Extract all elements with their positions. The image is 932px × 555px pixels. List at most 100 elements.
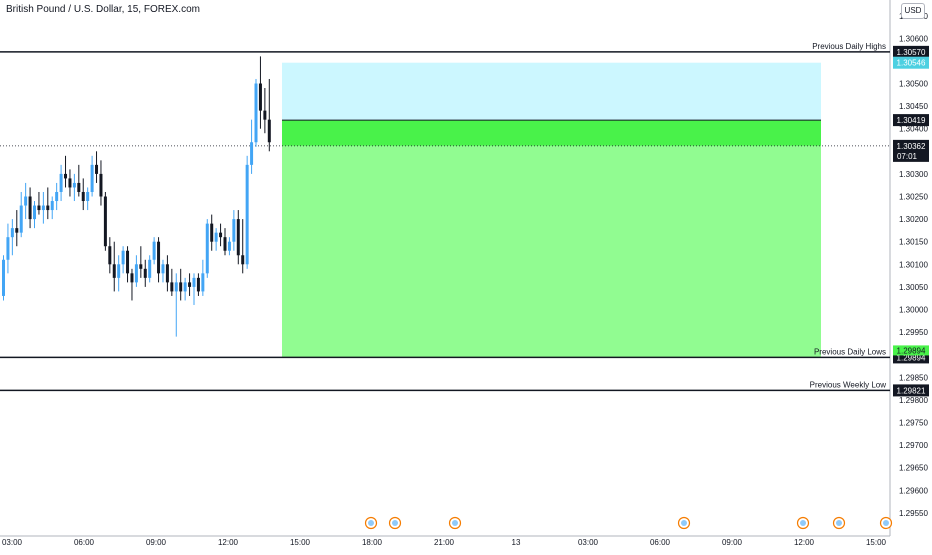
price-tick-label: 1.30150 — [899, 238, 928, 247]
candle-body — [148, 259, 152, 278]
candle-body — [55, 191, 59, 202]
candle-body — [192, 277, 196, 287]
time-tick-label: 13 — [512, 538, 521, 547]
price-tick-label: 1.29850 — [899, 373, 928, 382]
position-target-zone — [282, 62, 821, 121]
candle-body — [90, 164, 94, 192]
position-profit-zone — [282, 145, 821, 358]
candle-body — [33, 205, 37, 220]
economic-event-flag-icon — [452, 520, 458, 526]
economic-event-flag-icon — [883, 520, 889, 526]
candle-body — [196, 277, 200, 292]
time-tick-label: 15:00 — [290, 538, 311, 547]
price-tick-label: 1.29950 — [899, 328, 928, 337]
candle-body — [28, 196, 32, 220]
price-tick-label: 1.30000 — [899, 306, 928, 315]
candle-body — [232, 219, 236, 242]
candle-body — [227, 241, 231, 251]
candle-body — [64, 173, 68, 179]
candle-body — [267, 119, 271, 143]
candle-body — [170, 282, 174, 292]
candle-body — [41, 205, 45, 211]
entry-price-tag — [893, 114, 929, 127]
price-tick-label: 1.29750 — [899, 419, 928, 428]
candle-body — [10, 228, 14, 238]
candle-body — [263, 110, 267, 120]
economic-event-flag-icon — [392, 520, 398, 526]
candle-body — [183, 282, 187, 292]
candle-body — [112, 264, 116, 278]
level-label: Previous Daily Highs — [812, 42, 886, 51]
candle-body — [201, 273, 205, 292]
level-label: Previous Weekly Low — [810, 380, 887, 389]
candle-body — [214, 232, 218, 242]
candle-body — [174, 282, 178, 292]
candle-body — [77, 182, 81, 192]
candle-body — [188, 282, 192, 287]
candle-body — [258, 83, 262, 111]
candle-body — [210, 223, 214, 242]
time-tick-label: 09:00 — [722, 538, 743, 547]
currency-badge[interactable]: USD — [901, 3, 925, 19]
candle-body — [24, 196, 28, 206]
candle-body — [161, 264, 165, 274]
candle-body — [139, 264, 143, 269]
target-price-tag — [893, 56, 929, 69]
time-tick-label: 03:00 — [578, 538, 599, 547]
candle-body — [254, 83, 258, 143]
time-tick-label: 09:00 — [146, 538, 167, 547]
candle-body — [117, 264, 121, 278]
candle-body — [205, 223, 209, 274]
price-tick-label: 1.30100 — [899, 260, 928, 269]
time-tick-label: 15:00 — [866, 538, 887, 547]
countdown-text: 07:01 — [897, 152, 918, 161]
candle-body — [143, 268, 147, 278]
candle-body — [37, 205, 41, 211]
candle-body — [126, 250, 130, 274]
candle-body — [81, 191, 85, 202]
candle-body — [2, 259, 5, 296]
price-tick-label: 1.30250 — [899, 193, 928, 202]
candle-body — [241, 255, 245, 265]
level-price-tag-text: 1.30570 — [897, 48, 926, 57]
level-price-tag — [893, 384, 929, 397]
economic-event-flag-icon — [368, 520, 374, 526]
economic-event-flag-icon — [800, 520, 806, 526]
price-tick-label: 1.30200 — [899, 215, 928, 224]
candle-body — [50, 201, 54, 211]
price-tick-label: 1.30050 — [899, 283, 928, 292]
price-tick-label: 1.30300 — [899, 170, 928, 179]
candle-body — [68, 178, 72, 188]
candle-body — [179, 282, 183, 292]
price-tick-label: 1.30500 — [899, 80, 928, 89]
time-tick-label: 12:00 — [218, 538, 239, 547]
price-tick-label: 1.29550 — [899, 509, 928, 518]
candle-body — [103, 196, 107, 247]
candle-body — [19, 205, 23, 233]
price-tick-label: 1.30400 — [899, 125, 928, 134]
price-tick-label: 1.29600 — [899, 486, 928, 495]
stop-price-tag — [893, 345, 929, 356]
price-tick-label: 1.30450 — [899, 102, 928, 111]
candle-body — [223, 237, 227, 251]
level-price-tag-text: 1.29821 — [897, 386, 926, 395]
time-tick-label: 12:00 — [794, 538, 815, 547]
candle-body — [157, 241, 161, 274]
candle-body — [250, 142, 254, 165]
economic-event-flag-icon — [681, 520, 687, 526]
time-tick-label: 21:00 — [434, 538, 455, 547]
price-tick-label: 1.29650 — [899, 464, 928, 473]
candle-body — [152, 241, 156, 260]
time-tick-label: 06:00 — [74, 538, 95, 547]
candle-body — [72, 182, 76, 188]
level-label: Previous Daily Lows — [814, 347, 886, 356]
candle-body — [245, 164, 249, 265]
time-tick-label: 06:00 — [650, 538, 671, 547]
current-price-tag-text: 1.30362 — [897, 142, 926, 151]
time-tick-label: 03:00 — [2, 538, 23, 547]
price-tick-label: 1.29800 — [899, 396, 928, 405]
entry-price-tag-text: 1.30419 — [897, 116, 926, 125]
stop-price-tag-text: 1.29894 — [897, 346, 926, 355]
